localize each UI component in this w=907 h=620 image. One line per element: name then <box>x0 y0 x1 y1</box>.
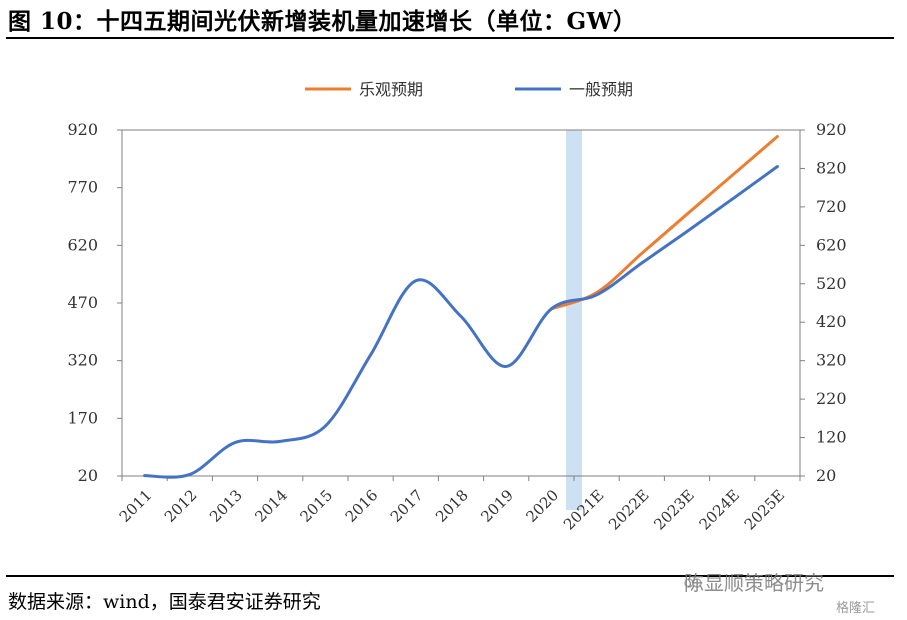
left-tick-label: 920 <box>67 120 98 139</box>
wechat-icon <box>684 578 702 588</box>
chart-legend: 乐观预期 一般预期 <box>305 80 633 99</box>
x-tick-label: 2022E <box>605 486 652 533</box>
watermark-text: 陈显顺策略研究 <box>684 571 824 595</box>
right-tick-label: 520 <box>816 274 847 293</box>
highlight-band-2021E <box>566 130 582 510</box>
title-rule <box>6 37 894 39</box>
x-tick-label: 2011 <box>116 486 156 526</box>
series-line-1 <box>549 135 779 311</box>
right-tick-label: 620 <box>816 235 847 254</box>
x-axis: 2011 2012 2013 2014 2015 2016 2017 2018 2019 2020… <box>116 476 801 534</box>
series-line-2 <box>143 165 779 479</box>
figure-title: 图 10：十四五期间光伏新增装机量加速增长（单位：GW） <box>8 8 637 35</box>
line-chart: 乐观预期 一般预期 20 170 320 470 620 770 920 20 120 220 32… <box>67 80 847 534</box>
left-tick-label: 20 <box>78 466 98 485</box>
plot-frame <box>121 129 801 477</box>
right-tick-label: 320 <box>816 351 847 370</box>
legend-label-1: 乐观预期 <box>359 80 423 99</box>
legend-label-2: 一般预期 <box>569 80 633 99</box>
watermark-brand: 格隆汇 <box>836 601 876 616</box>
left-y-axis: 20 170 320 470 620 770 920 <box>67 120 122 485</box>
x-tick-label: 2023E <box>650 486 697 533</box>
left-tick-label: 470 <box>67 293 98 312</box>
x-tick-label: 2012 <box>161 486 201 526</box>
x-tick-label: 2017 <box>387 486 427 526</box>
x-tick-label: 2024E <box>696 486 743 533</box>
right-tick-label: 920 <box>816 120 847 139</box>
footer-rule <box>6 575 894 577</box>
x-tick-label: 2025E <box>741 486 788 533</box>
right-tick-label: 820 <box>816 158 847 177</box>
left-tick-label: 170 <box>67 408 98 427</box>
right-tick-label: 720 <box>816 197 847 216</box>
right-tick-label: 120 <box>816 428 847 447</box>
source-note: 数据来源：wind，国泰君安证券研究 <box>8 591 321 613</box>
right-tick-label: 20 <box>816 466 836 485</box>
right-tick-label: 220 <box>816 389 847 408</box>
x-tick-label: 2019 <box>477 486 517 526</box>
x-tick-label: 2013 <box>206 486 246 526</box>
left-tick-label: 320 <box>67 351 98 370</box>
left-tick-label: 620 <box>67 235 98 254</box>
x-tick-label: 2018 <box>432 486 472 526</box>
right-y-axis: 20 120 220 320 420 520 620 720 820 920 <box>800 120 847 485</box>
right-tick-label: 420 <box>816 312 847 331</box>
x-tick-label: 2014 <box>251 486 291 526</box>
x-tick-label: 2016 <box>342 486 382 526</box>
x-tick-label: 2015 <box>296 486 336 526</box>
x-tick-label: 2020 <box>522 486 562 526</box>
left-tick-label: 770 <box>67 178 98 197</box>
series-layer <box>143 135 779 479</box>
